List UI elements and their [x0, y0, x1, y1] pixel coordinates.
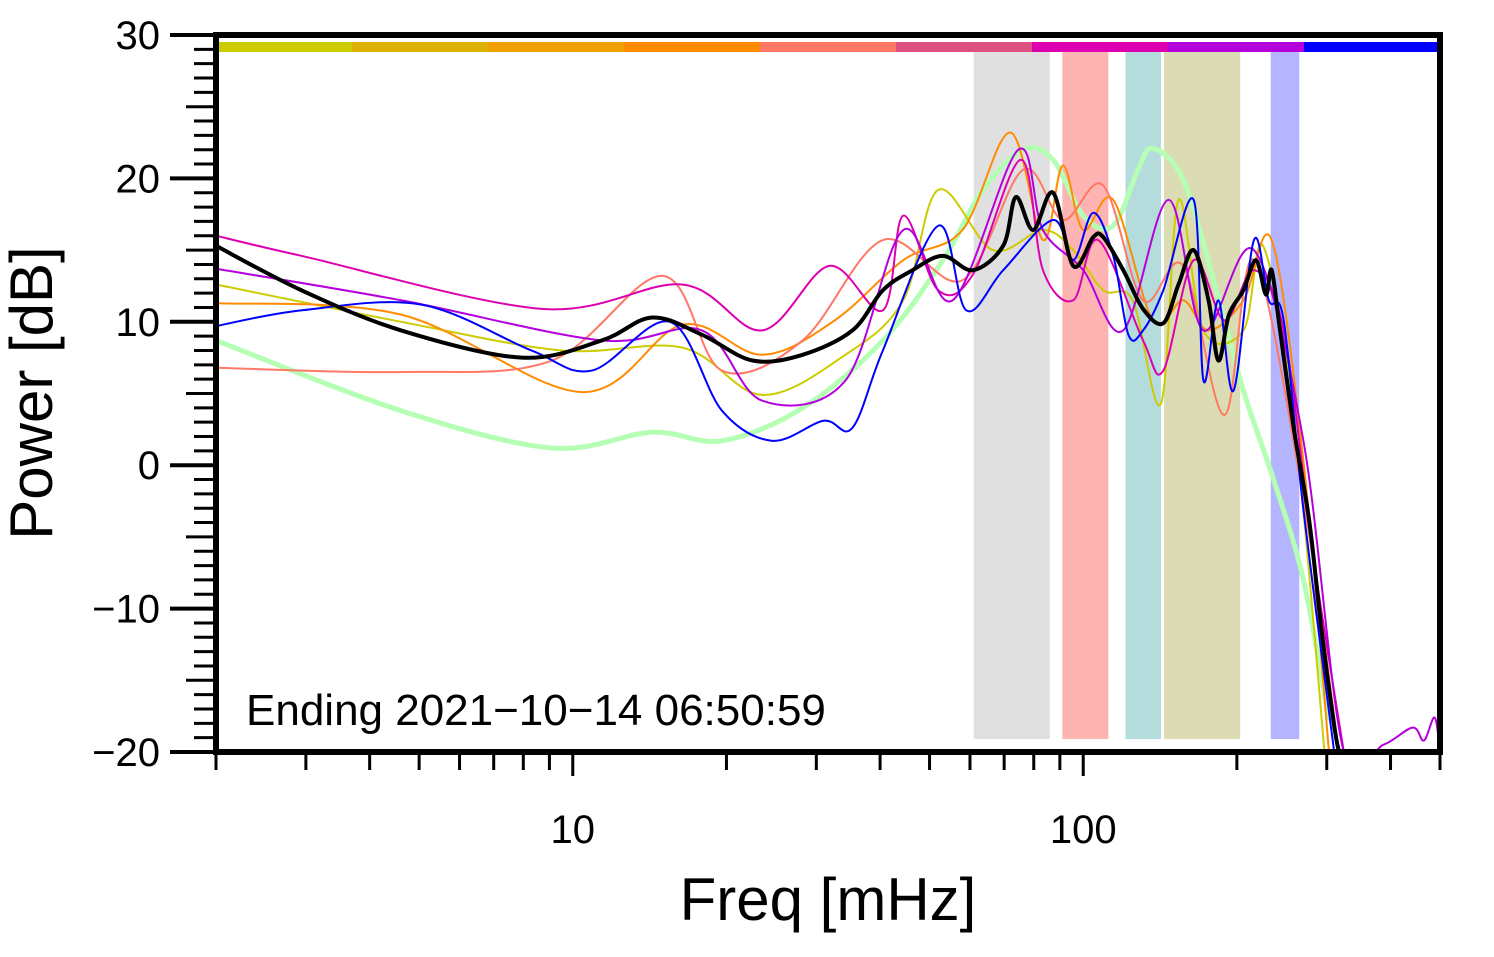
colorbar-segment-6	[1032, 42, 1168, 52]
colorbar-segment-3	[624, 42, 760, 52]
y-tick-label: 20	[116, 157, 161, 201]
series-lines	[216, 131, 1440, 752]
x-tick-labels: 10 100	[551, 808, 1117, 852]
y-tick-label: −20	[92, 731, 160, 775]
axis-ticks	[170, 33, 1442, 776]
y-tick-labels: 30 20 10 0 −10 −20	[92, 14, 160, 775]
colorbar-segment-0	[216, 42, 352, 52]
y-tick-label: 30	[116, 14, 161, 58]
series-line-orange	[216, 131, 1330, 752]
series-line-mean	[216, 190, 1341, 752]
band-0	[973, 49, 1050, 740]
y-tick-label: −10	[92, 588, 160, 632]
colorbar-segment-7	[1168, 42, 1304, 52]
series-line-purple	[216, 147, 1440, 752]
y-tick-label: 0	[138, 444, 160, 488]
colorbar-segment-2	[488, 42, 624, 52]
band-1	[1062, 49, 1109, 740]
colorbar-segment-4	[760, 42, 896, 52]
y-axis-label: Power [dB]	[0, 246, 65, 539]
frequency-bands	[973, 49, 1300, 740]
series-line-magenta	[216, 158, 1345, 752]
colorbar-segment-8	[1304, 42, 1440, 52]
annotation-ending-time: Ending 2021−10−14 06:50:59	[246, 686, 826, 735]
colorbar-segment-1	[352, 42, 488, 52]
colorbar-segment-5	[896, 42, 1032, 52]
x-tick-label: 10	[551, 808, 596, 852]
series-line-blue	[216, 197, 1336, 751]
band-3	[1164, 49, 1241, 740]
y-tick-label: 10	[116, 301, 161, 345]
time-colorbar	[216, 42, 1440, 52]
plot-frame	[213, 32, 1443, 755]
x-axis-label: Freq [mHz]	[680, 866, 977, 933]
series-line-reference	[216, 145, 1332, 721]
x-tick-label: 100	[1050, 808, 1117, 852]
